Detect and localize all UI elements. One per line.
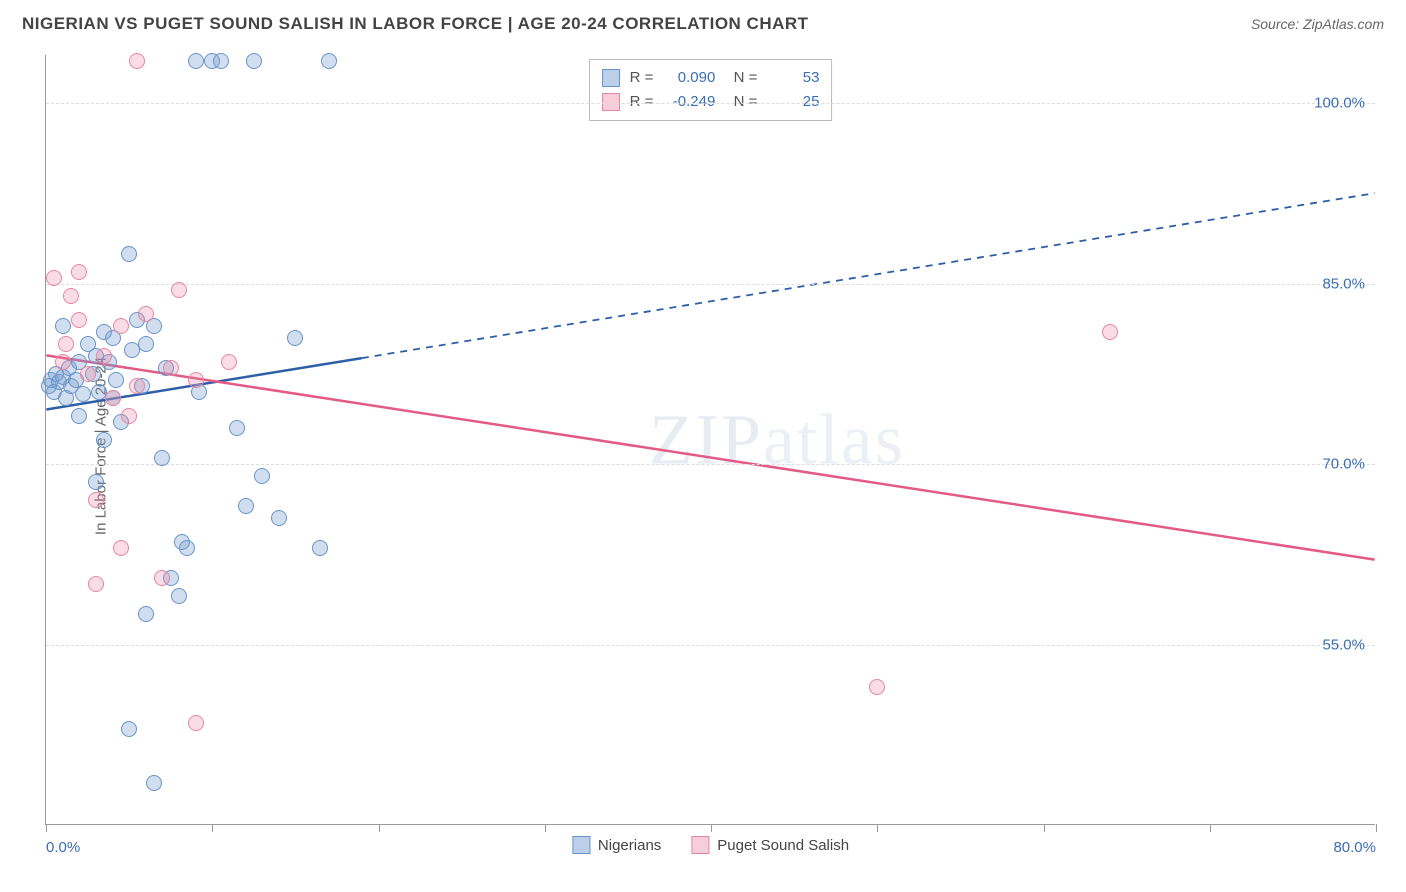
x-tick [46,824,47,832]
data-point [312,540,328,556]
data-point [154,570,170,586]
x-tick [877,824,878,832]
data-point [154,450,170,466]
x-tick-label-right: 80.0% [1333,839,1376,856]
data-point [179,540,195,556]
legend-row-1: R = -0.249 N = 25 [602,90,820,114]
swatch-salish [602,93,620,111]
data-point [96,432,112,448]
data-point [869,679,885,695]
trend-line-dashed [362,193,1375,358]
data-point [88,492,104,508]
trend-line-solid [46,355,1374,559]
n-label: N = [725,66,757,90]
source-attribution: Source: ZipAtlas.com [1251,16,1384,32]
n-label: N = [725,90,757,114]
chart-plot-area: ZIPatlas R = 0.090 N = 53 R = -0.249 N =… [45,55,1375,825]
chart-title: NIGERIAN VS PUGET SOUND SALISH IN LABOR … [22,14,809,34]
x-tick [711,824,712,832]
y-tick-label: 70.0% [1322,456,1365,473]
watermark-thin: atlas [763,399,905,479]
r-label: R = [630,90,654,114]
data-point [58,336,74,352]
x-tick [1210,824,1211,832]
data-point [163,360,179,376]
data-point [129,53,145,69]
series-legend: Nigerians Puget Sound Salish [572,836,849,854]
data-point [108,372,124,388]
gridline [46,103,1375,104]
data-point [188,53,204,69]
y-tick-label: 55.0% [1322,636,1365,653]
data-point [88,474,104,490]
data-point [171,588,187,604]
data-point [138,606,154,622]
data-point [63,288,79,304]
trend-lines-svg [46,55,1375,824]
y-tick-label: 85.0% [1322,275,1365,292]
r-value-0: 0.090 [663,66,715,90]
watermark-bold: ZIP [649,399,763,479]
gridline [46,645,1375,646]
data-point [121,246,137,262]
data-point [146,775,162,791]
data-point [188,372,204,388]
data-point [238,498,254,514]
y-tick-label: 100.0% [1314,95,1365,112]
data-point [271,510,287,526]
data-point [254,468,270,484]
x-tick [1044,824,1045,832]
data-point [80,366,96,382]
n-value-1: 25 [767,90,819,114]
gridline [46,284,1375,285]
data-point [321,53,337,69]
data-point [46,270,62,286]
swatch-nigerians [572,836,590,854]
data-point [71,408,87,424]
x-tick [545,824,546,832]
legend-row-0: R = 0.090 N = 53 [602,66,820,90]
x-tick [1376,824,1377,832]
data-point [138,336,154,352]
data-point [221,354,237,370]
x-tick-label-left: 0.0% [46,839,80,856]
data-point [213,53,229,69]
legend-item-nigerians: Nigerians [572,836,661,854]
watermark: ZIPatlas [649,398,905,481]
data-point [246,53,262,69]
data-point [88,576,104,592]
data-point [171,282,187,298]
data-point [188,715,204,731]
data-point [229,420,245,436]
correlation-legend: R = 0.090 N = 53 R = -0.249 N = 25 [589,59,833,121]
data-point [55,318,71,334]
data-point [121,408,137,424]
data-point [138,306,154,322]
data-point [113,318,129,334]
data-point [96,348,112,364]
legend-label-1: Puget Sound Salish [717,837,849,854]
legend-label-0: Nigerians [598,837,661,854]
legend-item-salish: Puget Sound Salish [691,836,849,854]
data-point [121,721,137,737]
data-point [105,390,121,406]
data-point [1102,324,1118,340]
n-value-0: 53 [767,66,819,90]
data-point [55,354,71,370]
swatch-nigerians [602,69,620,87]
x-tick [212,824,213,832]
gridline [46,464,1375,465]
r-value-1: -0.249 [663,90,715,114]
x-tick [379,824,380,832]
swatch-salish [691,836,709,854]
data-point [287,330,303,346]
r-label: R = [630,66,654,90]
data-point [129,378,145,394]
data-point [71,264,87,280]
data-point [75,386,91,402]
data-point [71,312,87,328]
data-point [113,540,129,556]
